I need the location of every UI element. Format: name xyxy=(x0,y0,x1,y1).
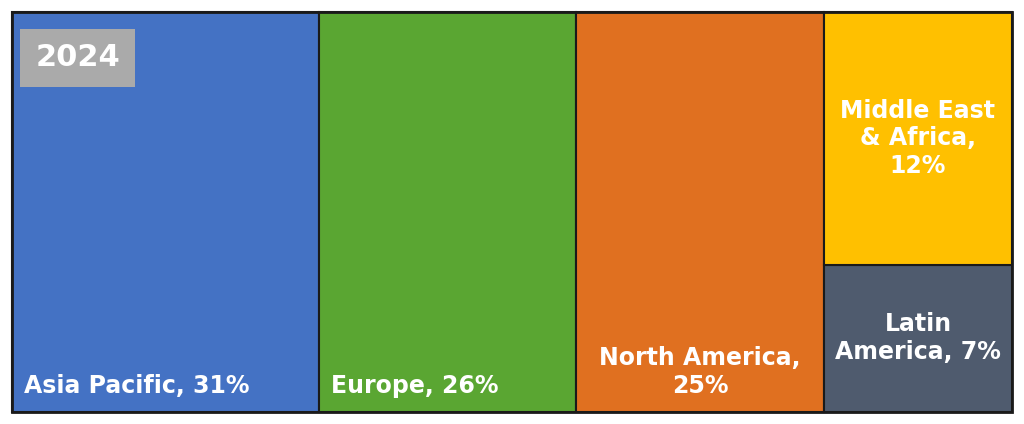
Text: Middle East
& Africa,
12%: Middle East & Africa, 12% xyxy=(841,98,995,178)
Bar xyxy=(20,29,135,87)
Bar xyxy=(824,12,1012,265)
Bar xyxy=(12,12,318,412)
Text: Latin
America, 7%: Latin America, 7% xyxy=(835,312,1000,364)
Text: Asia Pacific, 31%: Asia Pacific, 31% xyxy=(24,374,250,398)
Bar xyxy=(577,12,824,412)
Text: 2024: 2024 xyxy=(35,44,120,73)
Text: North America,
25%: North America, 25% xyxy=(599,346,801,398)
Text: Europe, 26%: Europe, 26% xyxy=(331,374,499,398)
Bar xyxy=(824,265,1012,412)
Bar xyxy=(318,12,577,412)
